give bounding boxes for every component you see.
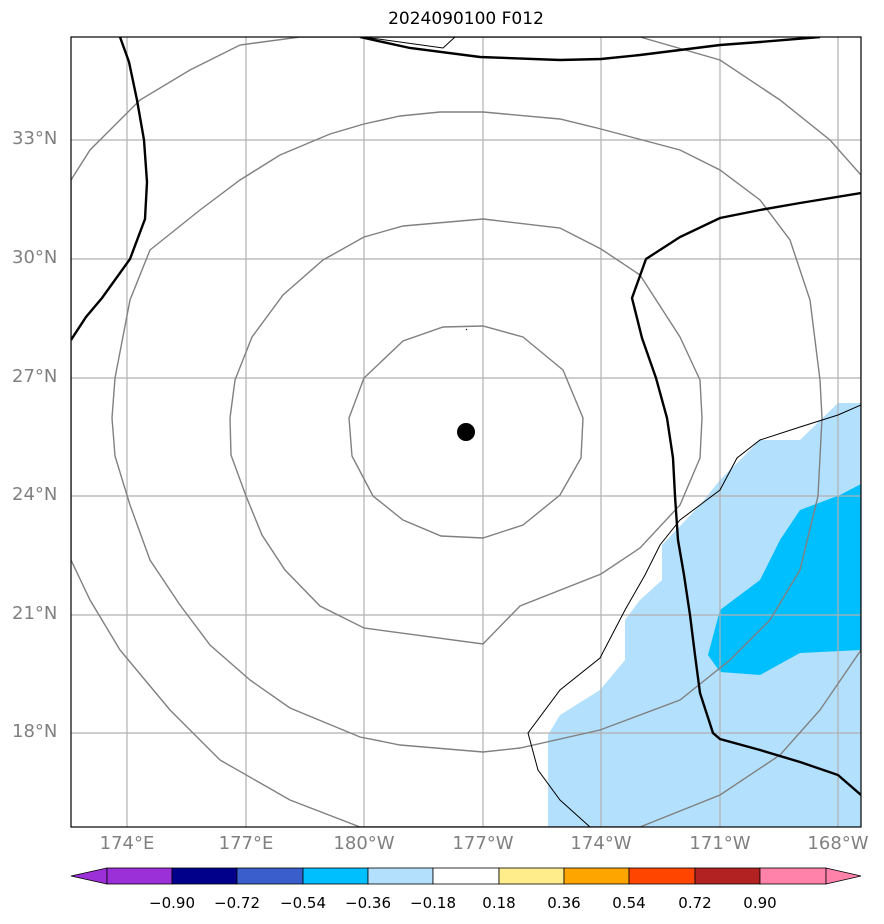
lon-label: 171°W — [689, 833, 751, 854]
lon-label: 168°W — [807, 833, 869, 854]
contours — [71, 37, 861, 827]
gridlines — [71, 37, 861, 827]
lat-label: 30°N — [12, 247, 58, 268]
colorbar-tick: −0.18 — [410, 894, 456, 912]
colorbar-tick: 0.54 — [612, 894, 646, 912]
lon-label: 174°E — [99, 833, 155, 854]
map-area — [71, 37, 861, 827]
thin-lines — [363, 37, 861, 827]
colorbar-tick: 0.36 — [547, 894, 581, 912]
colorbar-tick: 0.72 — [678, 894, 712, 912]
map-frame — [70, 36, 862, 828]
colorbar-tick: −0.36 — [345, 894, 391, 912]
lat-label: 18°N — [12, 721, 58, 742]
lon-label: 177°W — [452, 833, 514, 854]
lat-label: 27°N — [12, 366, 58, 387]
colorbar — [70, 867, 862, 885]
shading-mid — [708, 484, 861, 675]
map-title: 2024090100 F012 — [388, 9, 544, 29]
lat-label: 21°N — [12, 603, 58, 624]
colorbar-tick: −0.54 — [280, 894, 326, 912]
lon-label: 180°W — [333, 833, 395, 854]
lat-label: 33°N — [12, 128, 58, 149]
colorbar-tick: −0.72 — [214, 894, 260, 912]
colorbar-tick: −0.90 — [149, 894, 195, 912]
thick-lines — [71, 37, 861, 796]
storm-center-marker — [457, 423, 475, 441]
lat-label: 24°N — [12, 484, 58, 505]
colorbar-tick: 0.90 — [743, 894, 777, 912]
colorbar-tick: 0.18 — [482, 894, 516, 912]
lon-label: 174°W — [570, 833, 632, 854]
lon-label: 177°E — [218, 833, 274, 854]
